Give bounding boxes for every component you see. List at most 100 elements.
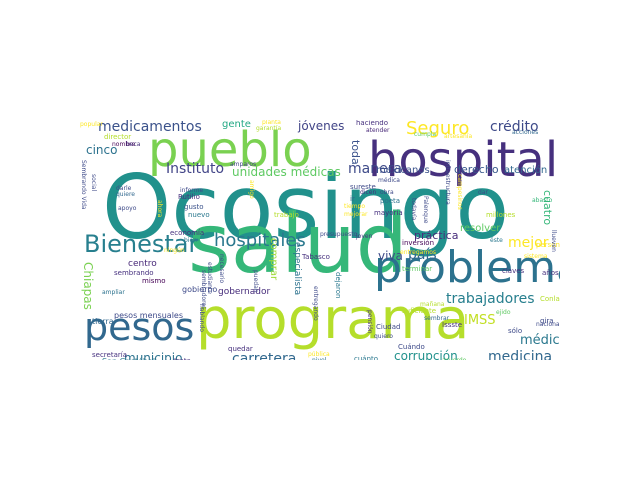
word-pueblo: pueblo bbox=[148, 122, 312, 178]
word-medicina: medicina bbox=[488, 349, 553, 360]
word-estudiante: estudiante bbox=[206, 262, 213, 294]
word-practica: práctica bbox=[414, 229, 459, 242]
word-puedan: puedan bbox=[252, 270, 259, 293]
word-social: social bbox=[90, 174, 97, 192]
word-gobernador: gobernador bbox=[218, 287, 271, 297]
word-cinco: cinco bbox=[86, 143, 118, 157]
word-palenque: Palenque bbox=[422, 196, 429, 224]
word-sembrar: sembrar bbox=[424, 315, 450, 322]
word-jovenes: jóvenes bbox=[298, 120, 345, 133]
word-medicamentos: medicamentos bbox=[98, 120, 202, 135]
word-ejido: ejido bbox=[496, 309, 511, 316]
word-personal: personal bbox=[536, 241, 560, 249]
word-atencion: atención bbox=[504, 165, 548, 176]
word-seguro: Seguro bbox=[406, 120, 470, 139]
word-manera: manera bbox=[348, 161, 403, 177]
word-entregamos: entregamos bbox=[400, 249, 436, 256]
word-economia: economía bbox=[170, 229, 205, 237]
word-artesania: artesanía bbox=[444, 133, 473, 140]
word-garantia: garantía bbox=[256, 125, 282, 132]
word-todavia: todavía bbox=[410, 198, 417, 221]
word-imss: IMSS bbox=[464, 313, 496, 328]
word-rutilio: Rutilio bbox=[178, 193, 200, 201]
word-pension: pensión bbox=[366, 310, 373, 334]
word-suficiente: suficiente bbox=[402, 307, 437, 315]
word-ahora: ahora bbox=[156, 200, 163, 218]
word-anos: años bbox=[542, 269, 559, 277]
word-dejaron: dejaron bbox=[334, 272, 342, 299]
word-nacional: nacional bbox=[536, 321, 560, 328]
word-apoyo: apoyo bbox=[118, 205, 137, 212]
word-nombre: nombre bbox=[112, 141, 136, 148]
word-necesario: necesario bbox=[218, 254, 225, 284]
word-cuatro: cuatro bbox=[541, 190, 554, 226]
word-claves: claves bbox=[502, 267, 525, 275]
word-poeta: poeta bbox=[380, 197, 401, 205]
word-centro: centro bbox=[128, 259, 157, 269]
word-tiempo: tiempo bbox=[344, 203, 366, 210]
word-acuerdo: acuerdo bbox=[442, 358, 466, 361]
word-publica: pública bbox=[308, 351, 330, 358]
word-este: éste bbox=[490, 237, 503, 244]
word-beca: beca bbox=[126, 141, 141, 148]
word-pais: país bbox=[408, 247, 437, 263]
word-pesos: pesos bbox=[84, 305, 195, 349]
word-inversion: inversión bbox=[402, 239, 435, 247]
word-credito: crédito bbox=[490, 120, 539, 135]
word-tabasco: Tabasco bbox=[302, 253, 330, 261]
word-comprar: comprar bbox=[268, 238, 279, 281]
word-gente: gente bbox=[222, 120, 251, 130]
word-municipio: municipio bbox=[124, 351, 183, 360]
word-mejorar: mejorar bbox=[344, 211, 368, 218]
word-mayoria: mayoría bbox=[374, 209, 403, 217]
word-conlamar: Conlamar bbox=[540, 295, 560, 303]
word-planta: planta bbox=[262, 120, 281, 126]
word-solo: sólo bbox=[508, 327, 523, 335]
word-obra: obra bbox=[380, 189, 394, 196]
word-sureste: sureste bbox=[350, 183, 376, 191]
word-millones: millones bbox=[486, 211, 516, 219]
word-campesinos: campesinos bbox=[456, 174, 463, 210]
word-amparos: amparos bbox=[230, 161, 257, 168]
word-abasto: abasto bbox=[532, 197, 553, 204]
word-problema: problema bbox=[374, 242, 560, 293]
word-hospitales: hospitales bbox=[214, 230, 306, 251]
word-atender: atender bbox=[366, 127, 390, 134]
word-director: director bbox=[104, 133, 132, 141]
word-salud: salud bbox=[188, 197, 408, 292]
word-bienestar: Bienestar bbox=[84, 230, 199, 258]
word-terminar: terminar bbox=[402, 265, 433, 273]
word-trabajo: trabajo bbox=[274, 211, 299, 219]
word-tierra: tierra bbox=[92, 317, 114, 326]
word-secretaria: secretaría bbox=[92, 351, 127, 359]
word-entregando: entregando bbox=[312, 286, 319, 321]
word-nuevo: nuevo bbox=[188, 211, 210, 219]
word-derecho: derecho bbox=[454, 163, 499, 176]
word-cumpla: cumpla bbox=[414, 131, 437, 138]
word-trata: trata bbox=[174, 358, 191, 361]
word-nivel: nivel bbox=[312, 358, 326, 361]
word-presupuesto: presupuesto bbox=[320, 231, 358, 238]
word-cuando: Cuándo bbox=[398, 343, 425, 351]
word-sistema: sistema bbox=[524, 253, 548, 260]
word-popular: popular bbox=[80, 121, 103, 128]
word-cuanto: cuánto bbox=[354, 355, 379, 361]
word-trabajadores: trabajadores bbox=[446, 291, 535, 307]
word-medico: médico bbox=[520, 333, 560, 348]
word-amigo: amigo bbox=[248, 180, 255, 199]
word-san-cristobal: San Cristóbal bbox=[102, 358, 155, 361]
word-carretera: carretera bbox=[232, 351, 297, 360]
word-especialista: especialista bbox=[292, 242, 302, 296]
word-issste: Issste bbox=[442, 321, 463, 329]
word-ocosingo: Ocosingo bbox=[102, 156, 510, 259]
word-informe: informe bbox=[180, 187, 204, 194]
word-gira: gira bbox=[540, 317, 554, 325]
word-corrupcion: corrupción bbox=[394, 349, 458, 360]
word-cloud: Ocosingo salud programa hospital pueblo probl… bbox=[80, 120, 560, 360]
word-unidades: unidades médicas bbox=[232, 165, 341, 179]
word-joven: joven bbox=[356, 233, 373, 240]
word-mexicanos: mexicanos bbox=[376, 165, 430, 176]
word-toda: toda bbox=[349, 140, 362, 165]
word-mejor: mejor bbox=[508, 235, 549, 251]
word-dar: dar bbox=[478, 189, 488, 196]
